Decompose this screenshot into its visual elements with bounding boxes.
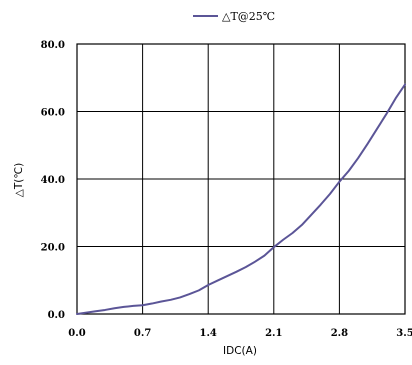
plot-frame	[76, 43, 406, 315]
y-tick-label: 40.0	[41, 175, 65, 186]
x-tick-label: 1.4	[199, 328, 216, 339]
y-tick-label: 60.0	[41, 108, 65, 119]
x-tick-label: 0.0	[68, 328, 85, 339]
y-axis-title: △T(℃)	[13, 163, 25, 197]
x-tick-label: 3.5	[396, 328, 412, 339]
y-tick-label: 80.0	[41, 40, 65, 51]
y-tick-label: 20.0	[41, 243, 65, 254]
y-tick-labels: 0.0 20.0 40.0 60.0 80.0	[41, 40, 65, 321]
y-tick-label: 0.0	[48, 310, 65, 321]
series-layer	[76, 83, 406, 315]
x-axis-title: IDC(A)	[223, 345, 257, 357]
x-tick-label: 0.7	[134, 328, 151, 339]
series-line	[76, 83, 406, 315]
x-tick-labels: 0.0 0.7 1.4 2.1 2.8 3.5	[68, 328, 412, 339]
x-tick-label: 2.1	[265, 328, 282, 339]
legend: △T@25℃	[193, 10, 275, 23]
legend-label: △T@25℃	[222, 10, 275, 23]
x-tick-label: 2.8	[331, 328, 348, 339]
grid	[76, 43, 406, 315]
